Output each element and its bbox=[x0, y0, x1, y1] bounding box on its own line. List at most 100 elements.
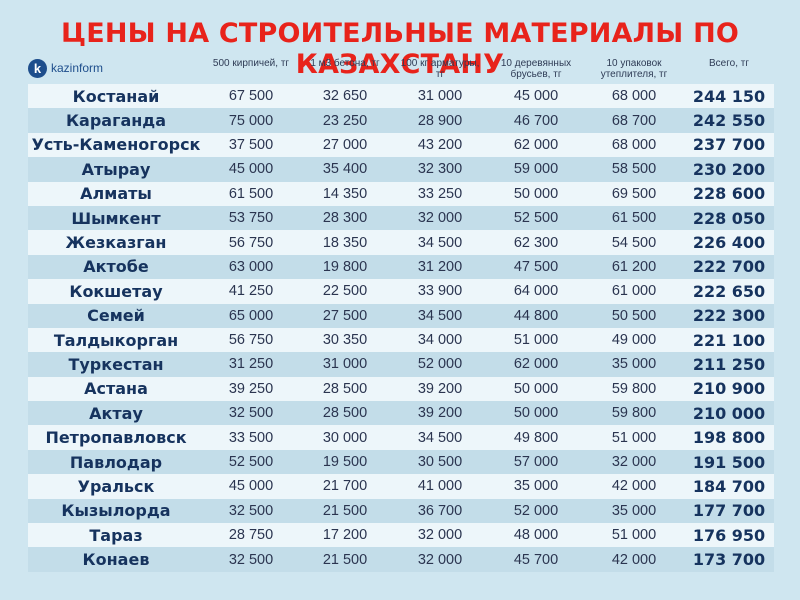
column-header-line: 100 кг арматуры, bbox=[400, 58, 480, 69]
table-row: Семей 65 000 27 500 34 500 44 800 50 500 222 3… bbox=[28, 303, 774, 328]
table-row: Алматы 61 500 14 350 33 250 50 000 69 500 228 … bbox=[28, 181, 774, 206]
city-name: Актобе bbox=[83, 257, 149, 277]
price-cell-concrete: 14 350 bbox=[322, 185, 368, 202]
price-cell-rebar: 36 700 bbox=[417, 502, 463, 519]
price-cell-bricks: 41 250 bbox=[228, 283, 274, 300]
column-header-line: брусьев, тг bbox=[510, 69, 562, 80]
price-cell-beams: 62 000 bbox=[513, 356, 559, 373]
price-cell-rebar: 28 900 bbox=[417, 112, 463, 129]
column-header-insulation: 10 упаковок утеплителя, тг bbox=[584, 58, 684, 80]
city-name: Астана bbox=[84, 379, 148, 399]
price-cell-insulation: 68 000 bbox=[611, 136, 657, 153]
price-cell-beams: 45 700 bbox=[513, 551, 559, 568]
city-name: Туркестан bbox=[68, 354, 164, 374]
total-price: 210 900 bbox=[692, 379, 766, 399]
price-cell-beams: 59 000 bbox=[513, 161, 559, 178]
price-cell-rebar: 32 000 bbox=[417, 527, 463, 544]
price-cell-concrete: 27 000 bbox=[322, 136, 368, 153]
city-name: Уральск bbox=[77, 476, 155, 496]
table-row: Жезказган 56 750 18 350 34 500 62 300 54 500 2… bbox=[28, 230, 774, 255]
table-row: Астана 39 250 28 500 39 200 50 000 59 800 210 … bbox=[28, 376, 774, 402]
price-cell-beams: 52 500 bbox=[513, 210, 559, 227]
page-title: ЦЕНЫ НА СТРОИТЕЛЬНЫЕ МАТЕРИАЛЫ ПО КАЗАХС… bbox=[60, 18, 740, 80]
price-cell-insulation: 35 000 bbox=[611, 502, 657, 519]
price-cell-insulation: 58 500 bbox=[611, 161, 657, 178]
price-cell-insulation: 42 000 bbox=[611, 478, 657, 495]
price-cell-beams: 47 500 bbox=[513, 258, 559, 275]
price-cell-beams: 50 000 bbox=[513, 380, 559, 397]
price-cell-concrete: 28 500 bbox=[322, 380, 368, 397]
city-name: Семей bbox=[87, 306, 145, 326]
price-cell-concrete: 28 500 bbox=[322, 405, 368, 422]
table-row: Талдыкорган 56 750 30 350 34 000 51 000 49 00… bbox=[28, 327, 774, 353]
total-price: 226 400 bbox=[692, 233, 766, 253]
table-row: Павлодар 52 500 19 500 30 500 57 000 32 000 19… bbox=[28, 449, 774, 475]
total-price: 210 000 bbox=[692, 403, 766, 423]
price-cell-insulation: 61 000 bbox=[611, 283, 657, 300]
column-header-line: 1 м3 бетона, тг bbox=[310, 58, 380, 69]
kazinform-logo: k kazinform bbox=[28, 57, 103, 79]
column-header-line: тг bbox=[435, 69, 445, 80]
price-cell-insulation: 61 500 bbox=[611, 210, 657, 227]
table-row: Петропавловск 33 500 30 000 34 500 49 800 51 … bbox=[28, 425, 774, 450]
table-row: Шымкент 53 750 28 300 32 000 52 500 61 500 228… bbox=[28, 205, 774, 231]
price-cell-beams: 62 300 bbox=[513, 234, 559, 251]
total-price: 228 050 bbox=[692, 208, 766, 228]
city-name: Талдыкорган bbox=[53, 330, 179, 350]
city-name: Жезказган bbox=[65, 233, 167, 253]
city-name: Атырау bbox=[81, 159, 151, 179]
price-cell-concrete: 17 200 bbox=[322, 527, 368, 544]
price-cell-beams: 49 800 bbox=[513, 429, 559, 446]
table-row: Уральск 45 000 21 700 41 000 35 000 42 000 184… bbox=[28, 474, 774, 499]
city-name: Караганда bbox=[65, 111, 167, 131]
price-cell-insulation: 68 000 bbox=[611, 88, 657, 105]
price-cell-insulation: 35 000 bbox=[611, 356, 657, 373]
price-cell-beams: 45 000 bbox=[513, 88, 559, 105]
price-cell-bricks: 39 250 bbox=[228, 380, 274, 397]
price-cell-insulation: 42 000 bbox=[611, 551, 657, 568]
price-cell-rebar: 34 500 bbox=[417, 307, 463, 324]
price-cell-bricks: 52 500 bbox=[228, 454, 274, 471]
city-name: Кызылорда bbox=[61, 501, 171, 521]
price-cell-insulation: 51 000 bbox=[611, 527, 657, 544]
price-cell-bricks: 28 750 bbox=[228, 527, 274, 544]
column-header-rebar: 100 кг арматуры, тг bbox=[392, 58, 488, 80]
price-cell-bricks: 56 750 bbox=[228, 332, 274, 349]
price-cell-concrete: 27 500 bbox=[322, 307, 368, 324]
column-header-total: Всего, тг bbox=[684, 58, 774, 69]
price-cell-rebar: 39 200 bbox=[417, 380, 463, 397]
table-row: Атырау 45 000 35 400 32 300 59 000 58 500 230 … bbox=[28, 157, 774, 182]
table-row: Актау 32 500 28 500 39 200 50 000 59 800 210 0… bbox=[28, 401, 774, 426]
total-price: 173 700 bbox=[692, 550, 766, 570]
price-cell-concrete: 30 350 bbox=[322, 332, 368, 349]
total-price: 176 950 bbox=[692, 525, 766, 545]
total-price: 244 150 bbox=[692, 86, 766, 106]
table-row: Костанай 67 500 32 650 31 000 45 000 68 000 24… bbox=[28, 84, 774, 109]
price-cell-bricks: 67 500 bbox=[228, 88, 274, 105]
price-cell-bricks: 32 500 bbox=[228, 551, 274, 568]
total-price: 222 300 bbox=[692, 306, 766, 326]
price-cell-concrete: 35 400 bbox=[322, 161, 368, 178]
price-cell-insulation: 51 000 bbox=[611, 429, 657, 446]
price-cell-concrete: 19 800 bbox=[322, 258, 368, 275]
total-price: 222 650 bbox=[692, 281, 766, 301]
price-cell-bricks: 53 750 bbox=[228, 210, 274, 227]
column-header-line: утеплителя, тг bbox=[600, 69, 668, 80]
price-cell-bricks: 31 250 bbox=[228, 356, 274, 373]
price-cell-insulation: 69 500 bbox=[611, 185, 657, 202]
price-cell-rebar: 34 000 bbox=[417, 332, 463, 349]
table-row: Конаев 32 500 21 500 32 000 45 700 42 000 173 … bbox=[28, 547, 774, 572]
price-cell-bricks: 45 000 bbox=[228, 161, 274, 178]
table-row: Кызылорда 32 500 21 500 36 700 52 000 35 000 1… bbox=[28, 498, 774, 524]
price-cell-bricks: 56 750 bbox=[228, 234, 274, 251]
column-header-line: 10 упаковок bbox=[606, 58, 662, 69]
column-header-line: Всего, тг bbox=[708, 58, 749, 69]
price-cell-insulation: 61 200 bbox=[611, 258, 657, 275]
price-cell-beams: 57 000 bbox=[513, 454, 559, 471]
price-cell-bricks: 45 000 bbox=[228, 478, 274, 495]
price-cell-rebar: 34 500 bbox=[417, 234, 463, 251]
price-cell-concrete: 21 500 bbox=[322, 551, 368, 568]
price-cell-concrete: 32 650 bbox=[322, 88, 368, 105]
price-cell-rebar: 32 000 bbox=[417, 210, 463, 227]
city-name: Усть-Каменогорск bbox=[31, 135, 201, 155]
